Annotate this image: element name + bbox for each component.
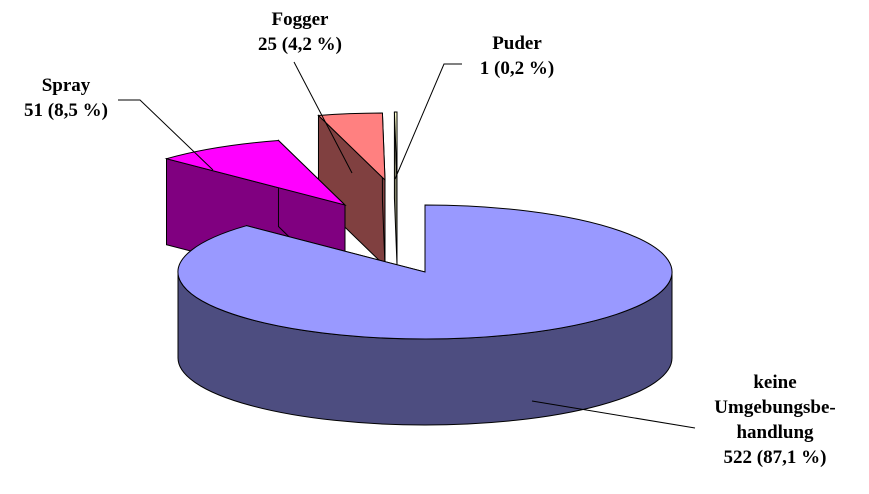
slice-name: Puder — [492, 33, 542, 54]
slice-value-label: 25 (4,2 %) — [258, 34, 342, 55]
slice-label-spray: Spray 51 (8,5 %) — [0, 73, 132, 123]
leader-line-spray — [118, 99, 214, 171]
pie-slice-keine-umgebungsbehandlung — [177, 204, 673, 426]
slice-label-puder: Puder 1 (0,2 %) — [452, 31, 582, 81]
slice-value-label: 51 (8,5 %) — [24, 100, 108, 121]
slice-name: Spray — [41, 75, 91, 96]
pie-slice-puder — [393, 111, 398, 266]
leader-line-keine-umgebungsbehandlung — [531, 400, 696, 429]
slice-label-keine-umgebungsbehandlung: keine Umgebungsbe- handlung 522 (87,1 %) — [690, 370, 860, 470]
slice-name-line-2: Umgebungsbe- — [714, 397, 836, 418]
pie-slice-fogger — [317, 112, 386, 268]
slice-top-spray — [164, 139, 347, 206]
leader-line-fogger — [293, 61, 353, 174]
leader-lines — [118, 61, 696, 429]
slice-name-line-1: keine — [753, 372, 797, 393]
slice-name-line-3: handlung — [736, 422, 814, 443]
slice-top-fogger — [317, 112, 386, 182]
slice-value-label: 522 (87,1 %) — [723, 447, 827, 468]
slice-value-label: 1 (0,2 %) — [479, 58, 555, 79]
slice-top-keine-umgebungsbehandlung — [177, 204, 673, 340]
leader-line-puder — [394, 63, 462, 180]
slice-top-puder — [393, 111, 398, 180]
slice-name: Fogger — [271, 9, 329, 30]
slice-label-fogger: Fogger 25 (4,2 %) — [222, 7, 378, 57]
